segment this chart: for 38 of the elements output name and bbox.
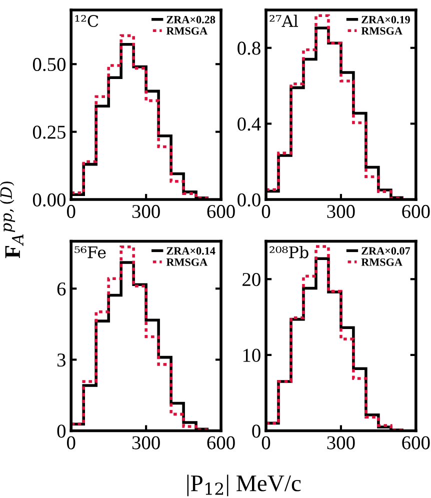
x-tick-label: 0 bbox=[262, 204, 270, 218]
x-tick-label: 0 bbox=[66, 436, 76, 450]
legend-label: ZRA×0.14 bbox=[166, 247, 216, 255]
legend-label: RMSGA bbox=[166, 27, 208, 35]
annotation: ²⁰⁸Pb bbox=[270, 246, 308, 258]
y-tick-label: 0.8 bbox=[238, 42, 260, 55]
y-tick-label: 0.25 bbox=[32, 126, 66, 139]
y-axis-title: F$_{A}$$^{pp,(D)}$ bbox=[0, 182, 24, 258]
x-tick-label: 300 bbox=[132, 436, 160, 450]
x-tick-label: 0 bbox=[262, 436, 270, 450]
x-tick-label: 600 bbox=[207, 436, 235, 450]
y-tick-label: 3 bbox=[57, 354, 66, 367]
annotation: ²⁷Al bbox=[270, 14, 298, 27]
x-tick-label: 600 bbox=[207, 204, 235, 218]
y-tick-label: 6 bbox=[57, 282, 66, 296]
y-tick-label: 20 bbox=[242, 272, 260, 286]
y-tick-label: 0.0 bbox=[238, 193, 260, 207]
y-tick-label: 10 bbox=[243, 348, 260, 362]
legend-label: RMSGA bbox=[361, 258, 402, 266]
annotation: ¹²C bbox=[75, 14, 98, 28]
x-tick-label: 600 bbox=[402, 436, 430, 450]
y-tick-label: 0 bbox=[57, 424, 66, 438]
x-tick-label: 300 bbox=[132, 204, 160, 218]
y-tick-label: 0.50 bbox=[32, 58, 66, 72]
y-tick-label: 0.00 bbox=[32, 193, 66, 207]
legend-label: ZRA×0.28 bbox=[166, 16, 216, 24]
legend-label: RMSGA bbox=[166, 258, 208, 266]
y-tick-label: 0 bbox=[252, 424, 260, 438]
legend-label: ZRA×0.19 bbox=[362, 16, 410, 24]
annotation: ⁵⁶Fe bbox=[74, 246, 106, 258]
x-tick-label: 300 bbox=[327, 436, 355, 450]
y-tick-label: 0.4 bbox=[238, 118, 261, 131]
x-tick-label: 600 bbox=[402, 204, 430, 218]
legend-label: RMSGA bbox=[361, 27, 402, 35]
x-axis-title: |P$_{12}$| MeV/c bbox=[187, 474, 301, 496]
x-tick-label: 300 bbox=[327, 204, 355, 218]
x-tick-label: 0 bbox=[66, 204, 76, 218]
legend-label: ZRA×0.07 bbox=[362, 247, 410, 255]
